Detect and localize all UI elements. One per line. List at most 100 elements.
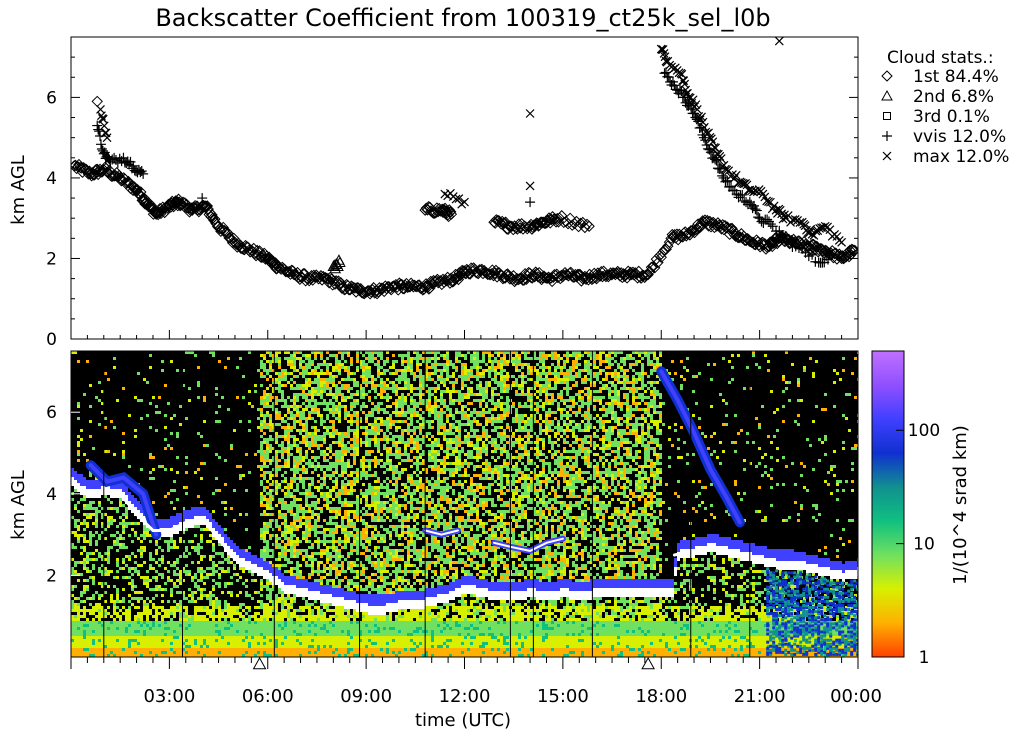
heatmap-cell xyxy=(137,573,140,576)
heatmap-cell xyxy=(257,645,260,648)
heatmap-cell xyxy=(281,405,284,408)
heatmap-cell xyxy=(236,552,239,555)
heatmap-cell xyxy=(317,525,320,528)
heatmap-cell xyxy=(149,627,152,630)
heatmap-cell xyxy=(140,633,143,636)
heatmap-cell xyxy=(152,645,155,648)
heatmap-cell xyxy=(263,576,266,579)
heatmap-cell xyxy=(215,489,218,492)
max-point xyxy=(692,105,702,114)
heatmap-cell xyxy=(269,597,272,600)
heatmap-cell xyxy=(311,552,314,555)
heatmap-cell xyxy=(308,414,311,417)
heatmap-cell xyxy=(113,609,116,612)
heatmap-cell xyxy=(242,474,245,477)
heatmap-cell xyxy=(296,444,299,447)
heatmap-cell xyxy=(299,387,302,390)
heatmap-cell xyxy=(134,654,137,657)
heatmap-cell xyxy=(323,390,326,393)
heatmap-cell xyxy=(293,471,296,474)
heatmap-cell xyxy=(278,645,281,648)
heatmap-cell xyxy=(71,651,74,654)
heatmap-cell xyxy=(140,417,143,420)
heatmap-cell xyxy=(197,384,200,387)
heatmap-cell xyxy=(182,651,185,654)
heatmap-cell xyxy=(158,630,161,633)
heatmap-cell xyxy=(266,405,269,408)
heatmap-cell xyxy=(272,489,275,492)
heatmap-cell xyxy=(239,636,242,639)
heatmap-cell xyxy=(260,366,263,369)
heatmap-cell xyxy=(317,621,320,624)
heatmap-cell xyxy=(293,534,296,537)
heatmap-cell xyxy=(143,624,146,627)
heatmap-cell xyxy=(272,360,275,363)
heatmap-cell xyxy=(116,399,119,402)
heatmap-cell xyxy=(275,504,278,507)
heatmap-cell xyxy=(305,357,308,360)
heatmap-cell xyxy=(329,468,332,471)
heatmap-cell xyxy=(299,585,302,588)
heatmap-cell xyxy=(257,651,260,654)
heatmap-cell xyxy=(233,627,236,630)
heatmap-cell xyxy=(188,552,191,555)
heatmap-cell xyxy=(203,651,206,654)
heatmap-cell xyxy=(290,495,293,498)
heatmap-cell xyxy=(326,627,329,630)
heatmap-cell xyxy=(287,639,290,642)
heatmap-cell xyxy=(311,618,314,621)
heatmap-cell xyxy=(128,639,131,642)
heatmap-cell xyxy=(140,648,143,651)
heatmap-cell xyxy=(287,489,290,492)
heatmap-cell xyxy=(206,567,209,570)
heatmap-cell xyxy=(179,606,182,609)
heatmap-cell xyxy=(278,465,281,468)
heatmap-cell xyxy=(320,507,323,510)
heatmap-cell xyxy=(209,519,212,522)
heatmap-cell xyxy=(269,561,272,564)
heatmap-cell xyxy=(218,618,221,621)
heatmap-cell xyxy=(119,648,122,651)
heatmap-cell xyxy=(320,582,323,585)
heatmap-cell xyxy=(236,555,239,558)
heatmap-cell xyxy=(128,570,131,573)
heatmap-cell xyxy=(227,642,230,645)
heatmap-cell xyxy=(83,609,86,612)
heatmap-cell xyxy=(77,417,80,420)
heatmap-cell xyxy=(218,609,221,612)
heatmap-cell xyxy=(179,639,182,642)
heatmap-cell xyxy=(209,534,212,537)
heatmap-cell xyxy=(98,399,101,402)
heatmap-cell xyxy=(170,564,173,567)
heatmap-cell xyxy=(308,411,311,414)
heatmap-cell xyxy=(239,645,242,648)
heatmap-cell xyxy=(158,621,161,624)
heatmap-cell xyxy=(296,618,299,621)
heatmap-cell xyxy=(287,612,290,615)
heatmap-cell xyxy=(287,531,290,534)
heatmap-cell xyxy=(71,516,74,519)
heatmap-cell xyxy=(236,612,239,615)
vvis-point xyxy=(128,160,139,171)
heatmap-cell xyxy=(323,399,326,402)
heatmap-cell xyxy=(308,558,311,561)
heatmap-cell xyxy=(329,432,332,435)
heatmap-cell xyxy=(233,654,236,657)
heatmap-cell xyxy=(269,588,272,591)
heatmap-cell xyxy=(254,570,257,573)
heatmap-cell xyxy=(272,606,275,609)
cloud-stats-legend: Cloud stats.: 1st 84.4%2nd 6.8%3rd 0.1%v… xyxy=(881,48,1009,167)
heatmap-cell xyxy=(320,417,323,420)
heatmap-cell xyxy=(266,618,269,621)
heatmap-cell xyxy=(218,534,221,537)
heatmap-cell xyxy=(281,417,284,420)
heatmap-cell xyxy=(71,618,74,621)
heatmap-cell xyxy=(278,591,281,594)
heatmap-cell xyxy=(143,600,146,603)
heatmap-cell xyxy=(200,588,203,591)
heatmap-cell xyxy=(278,516,281,519)
heatmap-cell xyxy=(305,630,308,633)
heatmap-cell xyxy=(191,522,194,525)
heatmap-cell xyxy=(299,594,302,597)
heatmap-cell xyxy=(143,612,146,615)
